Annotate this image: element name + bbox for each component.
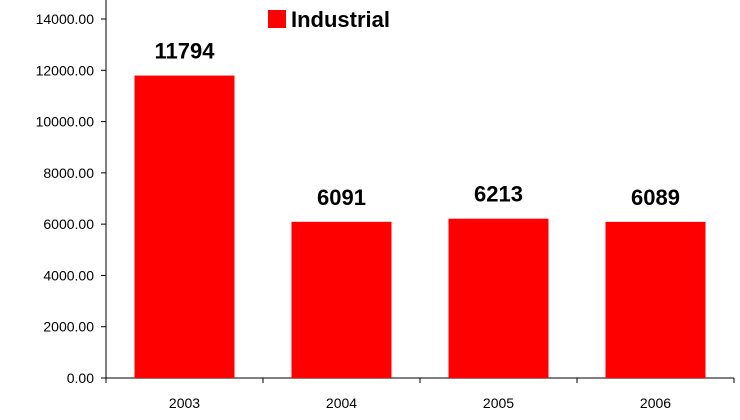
bar-2004 <box>291 221 392 378</box>
legend-label-industrial: Industrial <box>291 7 390 32</box>
axes: 0.00 2000.00 4000.00 6000.00 8000.00 10000.00… <box>36 0 735 411</box>
bars <box>134 75 706 378</box>
y-tick-label: 8000.00 <box>43 165 94 181</box>
y-tick-label: 14000.00 <box>36 11 95 27</box>
x-tick-label: 2006 <box>640 395 671 411</box>
data-label-2003: 11794 <box>155 39 216 64</box>
y-tick-label: 2000.00 <box>43 319 94 335</box>
legend: Industrial <box>268 7 390 32</box>
y-tick-label: 12000.00 <box>36 62 95 78</box>
data-label-2006: 6089 <box>631 185 680 210</box>
y-tick-label: 10000.00 <box>36 114 95 130</box>
legend-swatch-industrial <box>268 10 286 28</box>
bar-2003 <box>134 75 235 378</box>
x-tick-label: 2004 <box>326 395 357 411</box>
x-tick-label: 2003 <box>169 395 200 411</box>
y-tick-label: 0.00 <box>67 370 94 386</box>
x-tick-label: 2005 <box>483 395 514 411</box>
bar-2005 <box>448 218 549 378</box>
data-label-2004: 6091 <box>317 185 366 210</box>
y-tick-label: 4000.00 <box>43 267 94 283</box>
data-label-2005: 6213 <box>474 182 523 207</box>
data-labels: 11794 6091 6213 6089 <box>155 39 680 210</box>
y-tick-label: 6000.00 <box>43 216 94 232</box>
bar-2006 <box>605 221 706 378</box>
